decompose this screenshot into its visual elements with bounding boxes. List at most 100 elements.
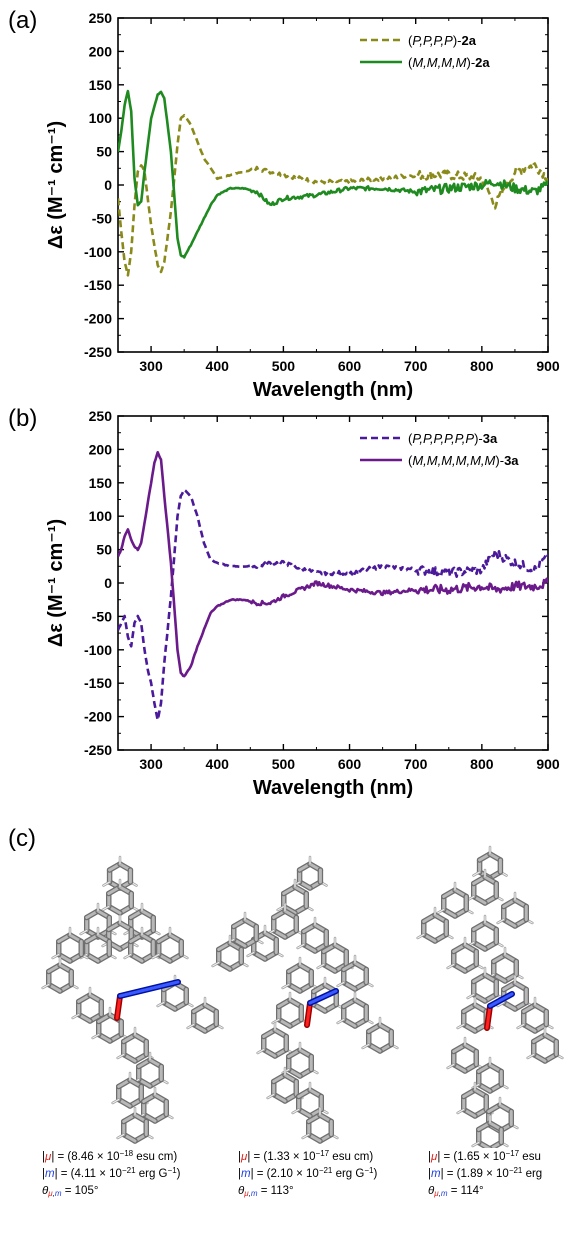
molecule-ring-h — [72, 1013, 80, 1019]
molecule-ring-h — [527, 1053, 535, 1059]
y-tick-label: 50 — [96, 144, 112, 160]
dipole-mu-1: |μ| = (8.46 × 10−18 esu cm) — [42, 1149, 178, 1164]
y-axis-title: Δε (M⁻¹ cm⁻¹) — [45, 519, 67, 647]
y-tick-label: -250 — [84, 344, 112, 360]
molecule-ring-h — [457, 1108, 465, 1114]
y-tick-label: 100 — [89, 110, 113, 126]
molecule-ring-h — [212, 961, 220, 967]
angle-theta-3: θμ,m = 114° — [428, 1185, 484, 1198]
panel-letter-b: (b) — [8, 405, 37, 432]
x-tick-label: 400 — [206, 358, 230, 374]
y-tick-label: -200 — [84, 311, 112, 327]
molecule-ring-h — [117, 1053, 125, 1059]
molecule-ring-h — [272, 1018, 280, 1024]
chart-a: (a) -250 -200 -150 -100 -50 0 50 100 150 200 250 30… — [8, 7, 560, 401]
y-tick-label: -100 — [84, 642, 112, 658]
legend-label-1: (M,M,M,M)-2a — [408, 55, 490, 70]
molecule-ring-h — [247, 951, 255, 957]
y-tick-label: 0 — [104, 575, 112, 591]
molecule-ring-h — [472, 871, 481, 877]
molecule-ring-h — [124, 953, 132, 959]
legend-label-0: (P,P,P,P,P,P)-3a — [408, 431, 498, 446]
electric-dipole-vector — [115, 994, 122, 1020]
molecule-ring-h — [112, 1098, 120, 1104]
series-line-1 — [118, 89, 548, 259]
molecule-ring-h — [117, 1133, 125, 1139]
y-tick-label: 250 — [89, 408, 113, 424]
x-tick-label: 700 — [404, 756, 428, 772]
molecule-caption-1: |μ| = (8.46 × 10−18 esu cm) |m| = (4.11 … — [42, 1149, 180, 1200]
y-tick-label: 150 — [89, 77, 113, 93]
dipole-m-3: |m| = (1.89 × 10−21 erg — [428, 1166, 543, 1181]
magnetic-dipole-vector — [488, 992, 514, 1008]
x-tick-label: 800 — [470, 358, 494, 374]
molecule-ring-h — [267, 1093, 275, 1099]
panel-letter-a: (a) — [8, 7, 37, 34]
dipole-m-1: |m| = (4.11 × 10−21 erg G−1) — [42, 1166, 181, 1181]
x-tick-label: 700 — [404, 358, 428, 374]
angle-theta-2: θμ,m = 113° — [238, 1185, 294, 1198]
molecule-ring-h — [467, 993, 475, 999]
molecule-ring-h — [157, 1001, 165, 1007]
legend-label-1: (M,M,M,M,M,M)-3a — [408, 453, 519, 468]
x-tick-label: 600 — [338, 756, 362, 772]
molecule-ring-h — [317, 963, 325, 969]
molecule-ring-h — [102, 905, 110, 911]
y-tick-label: -200 — [84, 709, 112, 725]
y-tick-label: 100 — [89, 508, 113, 524]
y-tick-label: -150 — [84, 675, 112, 691]
x-tick-label: 300 — [139, 358, 163, 374]
electric-dipole-vector — [485, 1004, 492, 1030]
y-tick-label: 150 — [89, 475, 113, 491]
y-axis-title: Δε (M⁻¹ cm⁻¹) — [45, 121, 67, 249]
legend-label-0: (P,P,P,P)-2a — [408, 33, 477, 48]
molecule-ring-h — [42, 983, 50, 989]
molecule-ring-h — [292, 1108, 300, 1114]
x-tick-label: 500 — [272, 358, 296, 374]
electric-dipole-vector — [305, 1001, 312, 1027]
x-tick-label: 300 — [139, 756, 163, 772]
y-tick-label: 250 — [89, 10, 113, 26]
molecule-ring-h — [517, 1023, 525, 1029]
dipole-mu-3: |μ| = (1.65 × 10−17 esu — [428, 1149, 541, 1164]
molecule-ring-h — [447, 963, 455, 969]
y-tick-label: -100 — [84, 244, 112, 260]
x-tick-label: 500 — [272, 756, 296, 772]
x-tick-label: 900 — [536, 756, 560, 772]
chart-b: (b) -250 -200 -150 -100 -50 0 50 100 150 200 250 30… — [8, 405, 560, 799]
x-tick-label: 600 — [338, 358, 362, 374]
y-tick-label: -150 — [84, 277, 112, 293]
molecule-ring-h — [297, 943, 305, 949]
molecule-ring-h — [277, 905, 285, 911]
molecule-ring-h — [282, 983, 290, 989]
molecule-ring-h — [457, 1023, 465, 1029]
x-axis-title: Wavelength (nm) — [253, 379, 413, 401]
y-tick-label: -250 — [84, 742, 112, 758]
molecule-ring-h — [302, 1133, 310, 1139]
magnetic-dipole-vector — [308, 989, 338, 1005]
panel-letter-c: (c) — [8, 825, 36, 852]
molecule-ring-h — [447, 1063, 455, 1069]
series-line-0 — [118, 114, 548, 277]
molecule-ring-h — [472, 1141, 480, 1147]
magnetic-dipole-vector — [118, 980, 180, 998]
molecule-ring-h — [152, 953, 160, 959]
y-tick-label: 200 — [89, 441, 113, 457]
molecule-caption-2: |μ| = (1.33 × 10−17 esu cm) |m| = (2.10 … — [238, 1149, 377, 1200]
x-tick-label: 900 — [536, 358, 560, 374]
molecule-ring-h — [102, 881, 111, 887]
molecule-ring-h — [257, 1048, 265, 1054]
y-tick-label: 50 — [96, 542, 112, 558]
x-tick-label: 800 — [470, 756, 494, 772]
series-line-1 — [118, 451, 548, 678]
molecule-ring-h — [497, 918, 505, 924]
x-tick-label: 400 — [206, 756, 230, 772]
molecule-ring-h — [437, 908, 445, 914]
molecule-ring-h — [52, 953, 60, 959]
molecule-ring-h — [80, 929, 88, 935]
molecule-ring-h — [92, 1033, 100, 1039]
molecule-ring-h — [187, 1023, 195, 1029]
dipole-m-2: |m| = (2.10 × 10−21 erg G−1) — [238, 1166, 378, 1181]
molecule-panel: (c) — [8, 825, 564, 1148]
molecule-ring-h — [497, 1001, 505, 1007]
